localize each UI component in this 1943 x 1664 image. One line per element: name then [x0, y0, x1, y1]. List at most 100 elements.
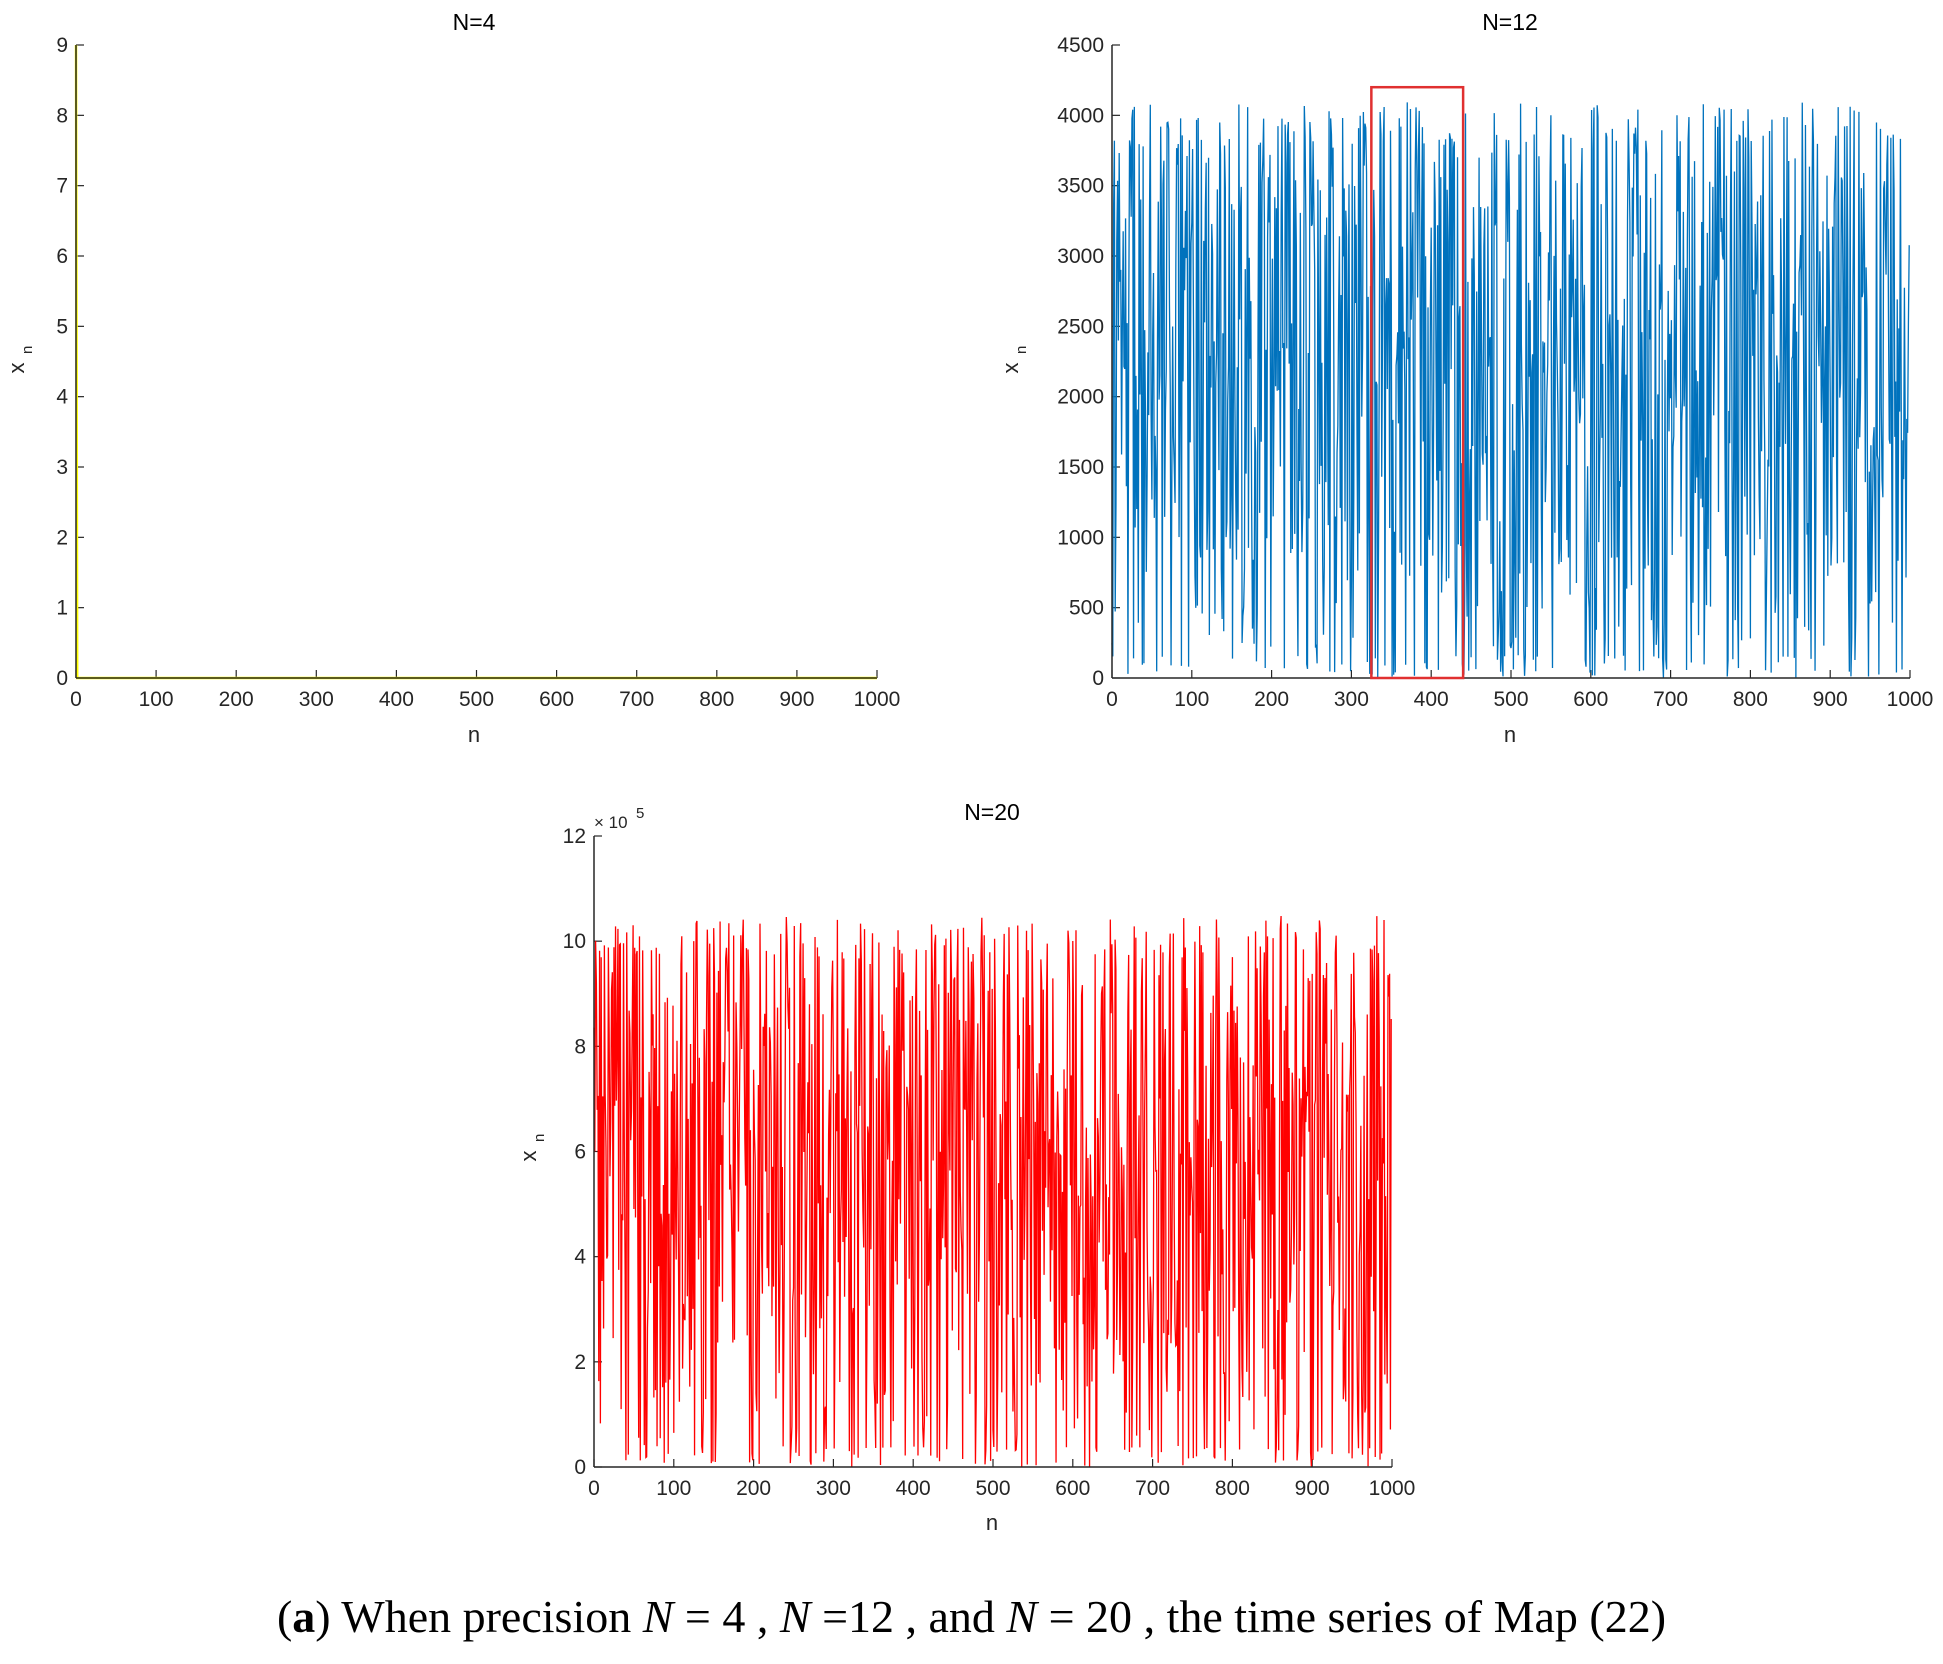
y-tick-label: 6: [574, 1141, 586, 1164]
y-tick-label: 2: [56, 526, 68, 549]
plot-n12-highlight-box: [1370, 85, 1465, 680]
y-tick-label: 2500: [1057, 315, 1104, 338]
highlight-rect: [1370, 85, 1465, 680]
x-tick-label: 0: [1106, 688, 1118, 711]
x-tick-label: 500: [975, 1477, 1010, 1500]
x-tick-label: 700: [619, 688, 654, 711]
plot-n20-xticks: 0 100 200 300 400 500 600 700 800 900 1000: [588, 1459, 1415, 1500]
y-tick-label: 2: [574, 1351, 586, 1374]
y-tick-label: 3000: [1057, 245, 1104, 268]
plot-n20-ylabel-main: x: [516, 1151, 541, 1162]
plot-n20-multiplier-exp: 5: [636, 805, 644, 822]
plot-n12: N=12 0 100 200 300 400 500 600 700 800 900 1000 0 5…: [998, 9, 1933, 747]
plot-n4: N=4 0 100 200 300 400 500 600 700 800 900 1000 0 1 2…: [4, 9, 900, 747]
caption-text-2: , the time series of Map (22): [1143, 1591, 1667, 1642]
x-tick-label: 400: [379, 688, 414, 711]
x-tick-label: 100: [656, 1477, 691, 1500]
y-tick-label: 6: [56, 245, 68, 268]
y-tick-label: 1: [56, 597, 68, 620]
x-tick-label: 100: [139, 688, 174, 711]
x-tick-label: 800: [699, 688, 734, 711]
x-tick-label: 1000: [1887, 688, 1934, 711]
x-tick-label: 300: [299, 688, 334, 711]
plot-n12-ylabel: x n: [998, 346, 1030, 374]
plot-n20-ylabel-sub: n: [531, 1134, 548, 1142]
x-tick-label: 200: [1254, 688, 1289, 711]
plot-n4-series: [74, 44, 877, 680]
y-tick-label: 5: [56, 315, 68, 338]
series-line: [1111, 102, 1910, 678]
caption-text-1: ) When precision: [315, 1591, 643, 1642]
x-tick-label: 400: [1414, 688, 1449, 711]
caption-label: a: [292, 1591, 316, 1642]
caption-eq3-rest: = 20: [1037, 1591, 1144, 1642]
y-tick-label: 1000: [1057, 526, 1104, 549]
plot-n12-ylabel-main: x: [998, 363, 1023, 374]
x-tick-label: 700: [1653, 688, 1688, 711]
plot-n12-xticks: 0 100 200 300 400 500 600 700 800 900 1000: [1106, 670, 1933, 711]
caption-eq1-var: N: [642, 1591, 674, 1642]
plot-n12-yticks: 0 500 1000 1500 2000 2500 3000 3500 4000 4500: [1057, 34, 1120, 690]
x-tick-label: 300: [816, 1477, 851, 1500]
plot-n20: N=20 × 10 5 0 100 200 300 400 500 600 700 800 900…: [516, 799, 1415, 1535]
plot-n20-xlabel: n: [986, 1510, 998, 1535]
caption-eq3-var: N: [1006, 1591, 1038, 1642]
figure-caption: (a) When precision N = 4 , N =12 , and N…: [276, 1591, 1667, 1642]
x-tick-label: 800: [1733, 688, 1768, 711]
plot-n4-axes: [75, 45, 877, 679]
series-line: [74, 44, 877, 680]
x-tick-label: 500: [459, 688, 494, 711]
plot-n12-series: [1111, 102, 1910, 678]
y-tick-label: 12: [563, 825, 586, 848]
y-tick-label: 0: [574, 1456, 586, 1479]
x-tick-label: 200: [736, 1477, 771, 1500]
y-tick-label: 0: [56, 667, 68, 690]
x-tick-label: 800: [1215, 1477, 1250, 1500]
plot-n12-xlabel: n: [1504, 722, 1516, 747]
plot-n4-ylabel: x n: [4, 346, 36, 374]
x-tick-label: 1000: [854, 688, 901, 711]
plot-n4-xlabel: n: [468, 722, 480, 747]
plot-n12-ylabel-sub: n: [1013, 346, 1030, 354]
plot-n20-yticks: 0 2 4 6 8 10 12: [563, 825, 602, 1479]
x-tick-label: 200: [219, 688, 254, 711]
x-tick-label: 900: [1813, 688, 1848, 711]
x-tick-label: 600: [1055, 1477, 1090, 1500]
y-tick-label: 3: [56, 456, 68, 479]
x-tick-label: 500: [1493, 688, 1528, 711]
caption-eq2-var: N: [779, 1591, 811, 1642]
plot-n20-axes: [593, 836, 1392, 1468]
x-tick-label: 900: [779, 688, 814, 711]
y-tick-label: 3500: [1057, 175, 1104, 198]
caption-eq1-rest: = 4 ,: [673, 1591, 780, 1642]
y-tick-label: 2000: [1057, 386, 1104, 409]
y-tick-label: 500: [1069, 597, 1104, 620]
plot-n4-ylabel-sub: n: [19, 346, 36, 354]
y-tick-label: 9: [56, 34, 68, 57]
plot-n4-yticks: 0 1 2 3 4 5 6 7 8 9: [56, 34, 84, 690]
y-tick-label: 8: [574, 1035, 586, 1058]
plot-n4-title: N=4: [453, 9, 496, 35]
y-tick-label: 1500: [1057, 456, 1104, 479]
plot-n20-ylabel: x n: [516, 1134, 548, 1162]
x-tick-label: 0: [70, 688, 82, 711]
x-tick-label: 900: [1295, 1477, 1330, 1500]
series-line: [593, 915, 1392, 1467]
plot-n20-multiplier: × 10 5: [594, 805, 644, 832]
x-tick-label: 600: [539, 688, 574, 711]
plot-n12-axes: [1111, 45, 1910, 679]
plot-n20-multiplier-base: × 10: [594, 813, 628, 832]
y-tick-label: 4: [574, 1246, 586, 1269]
y-tick-label: 10: [563, 930, 586, 953]
y-tick-label: 7: [56, 175, 68, 198]
plot-n20-series: [593, 915, 1392, 1467]
x-tick-label: 300: [1334, 688, 1369, 711]
x-tick-label: 100: [1174, 688, 1209, 711]
plot-n4-ylabel-main: x: [4, 363, 29, 374]
plot-n12-title: N=12: [1482, 9, 1538, 35]
plot-n4-xticks: 0 100 200 300 400 500 600 700 800 900 1000: [70, 670, 900, 711]
x-tick-label: 400: [896, 1477, 931, 1500]
plot-n20-title: N=20: [964, 799, 1020, 825]
y-tick-label: 8: [56, 104, 68, 127]
